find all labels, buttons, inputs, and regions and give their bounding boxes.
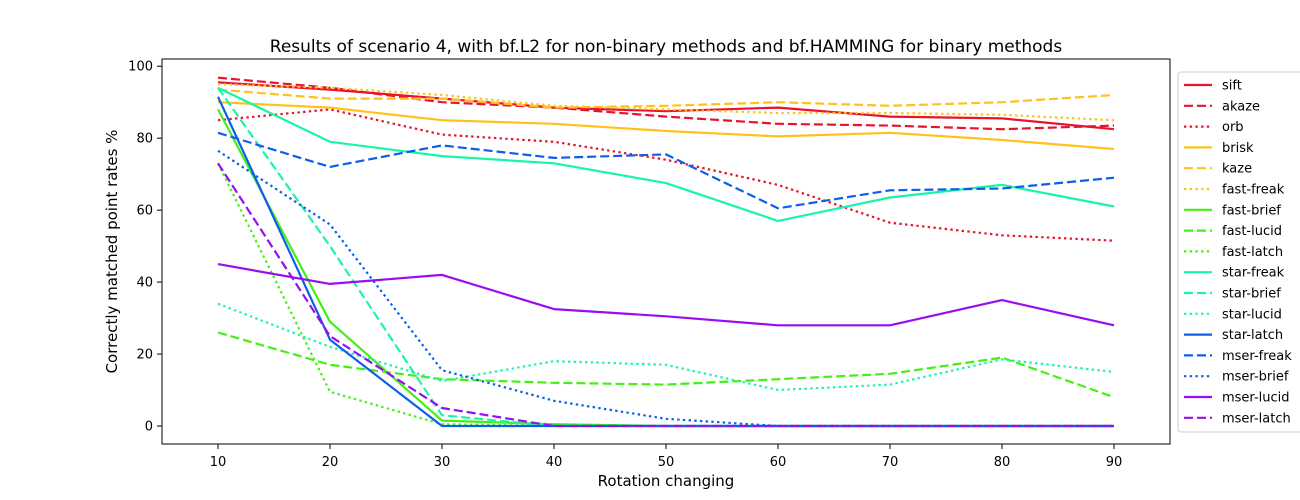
x-tick-label: 60: [770, 455, 787, 470]
legend-label: star-brief: [1222, 287, 1281, 302]
series-line-mser-freak: [217, 131, 1115, 210]
legend-label: star-lucid: [1222, 307, 1282, 322]
x-tick-label: 70: [882, 455, 899, 470]
legend-box: [1177, 71, 1300, 433]
y-tick-label: 60: [136, 204, 153, 219]
x-tick-label: 10: [210, 455, 227, 470]
series-line-fast-freak: [217, 83, 1115, 122]
legend-label: star-latch: [1222, 328, 1283, 343]
series-line-mser-lucid: [217, 263, 1115, 327]
x-tick-label: 50: [658, 455, 675, 470]
series-line-fast-brief: [217, 108, 1114, 428]
series-line-star-latch: [217, 96, 1114, 428]
y-tick-label: 100: [128, 60, 153, 75]
legend-label: fast-lucid: [1222, 224, 1282, 239]
series-line-fast-latch: [217, 162, 1114, 428]
y-tick-label: 20: [136, 348, 153, 363]
legend-label: mser-freak: [1222, 349, 1292, 364]
legend-label: akaze: [1222, 99, 1260, 114]
x-axis: 10 20 30 40 50 60 70 80 90: [210, 444, 1123, 470]
x-tick-label: 40: [546, 455, 563, 470]
x-tick-label: 30: [434, 455, 451, 470]
legend-label: sift: [1222, 79, 1242, 94]
x-axis-label: Rotation changing: [598, 472, 735, 490]
series-line-brisk: [217, 101, 1115, 151]
legend-label: fast-freak: [1222, 183, 1285, 198]
y-axis-label: Correctly matched point rates %: [103, 130, 121, 374]
plot-lines: [217, 76, 1115, 428]
x-tick-label: 80: [994, 455, 1011, 470]
legend-label: fast-latch: [1222, 245, 1283, 260]
series-line-star-lucid: [217, 302, 1115, 392]
series-line-orb: [217, 108, 1115, 242]
series-line-kaze: [217, 88, 1115, 109]
legend-label: fast-brief: [1222, 203, 1281, 218]
x-tick-label: 90: [1106, 455, 1123, 470]
legend-label: mser-lucid: [1222, 391, 1290, 406]
legend-label: orb: [1222, 120, 1244, 135]
y-axis: 0 20 40 60 80 100: [128, 60, 162, 435]
legend: sift akaze orb brisk kaze fast-freak fast-brie…: [1177, 71, 1300, 433]
series-line-star-brief: [217, 87, 1114, 428]
x-tick-label: 20: [322, 455, 339, 470]
legend-label: brisk: [1222, 141, 1254, 156]
y-tick-label: 0: [145, 420, 153, 435]
legend-label: star-freak: [1222, 266, 1285, 281]
series-line-akaze: [217, 76, 1115, 131]
legend-label: mser-brief: [1222, 370, 1289, 385]
series-line-mser-latch: [217, 162, 1114, 428]
y-tick-label: 40: [136, 276, 153, 291]
series-line-mser-brief: [217, 149, 1114, 428]
legend-label: kaze: [1222, 162, 1252, 177]
y-tick-label: 80: [136, 132, 153, 147]
chart-title: Results of scenario 4, with bf.L2 for no…: [270, 37, 1063, 57]
legend-label: mser-latch: [1222, 411, 1291, 426]
